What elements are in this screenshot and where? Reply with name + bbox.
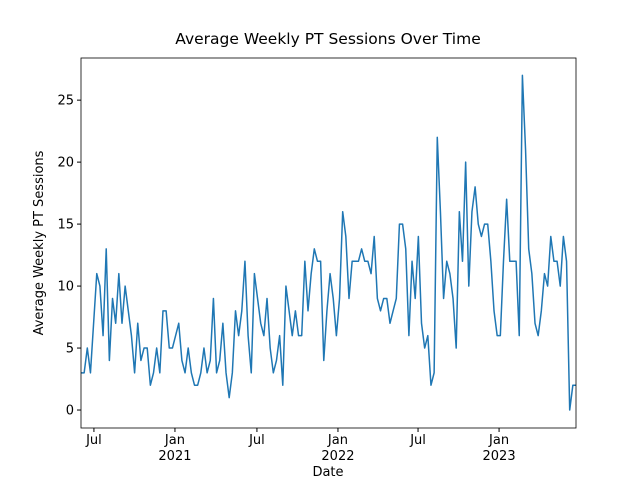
y-axis-label: Average Weekly PT Sessions <box>32 150 47 335</box>
chart-title: Average Weekly PT Sessions Over Time <box>175 30 480 48</box>
y-tick-label: 20 <box>57 156 74 171</box>
x-tick-label: Jul <box>410 433 426 448</box>
x-axis-label: Date <box>312 465 343 480</box>
x-tick-label: Jul <box>86 433 102 448</box>
x-tick-label: Jan 2021 <box>158 433 192 464</box>
x-tick-label: Jul <box>249 433 265 448</box>
y-tick-label: 25 <box>57 94 74 109</box>
plot-frame <box>80 57 577 429</box>
x-tick-label: Jan 2023 <box>482 433 516 464</box>
y-tick-label: 5 <box>66 342 74 357</box>
y-tick-label: 10 <box>57 280 74 295</box>
x-tick-label: Jan 2022 <box>321 433 355 464</box>
y-tick-label: 15 <box>57 218 74 233</box>
data-line <box>81 74 576 411</box>
y-tick-label: 0 <box>66 404 74 419</box>
